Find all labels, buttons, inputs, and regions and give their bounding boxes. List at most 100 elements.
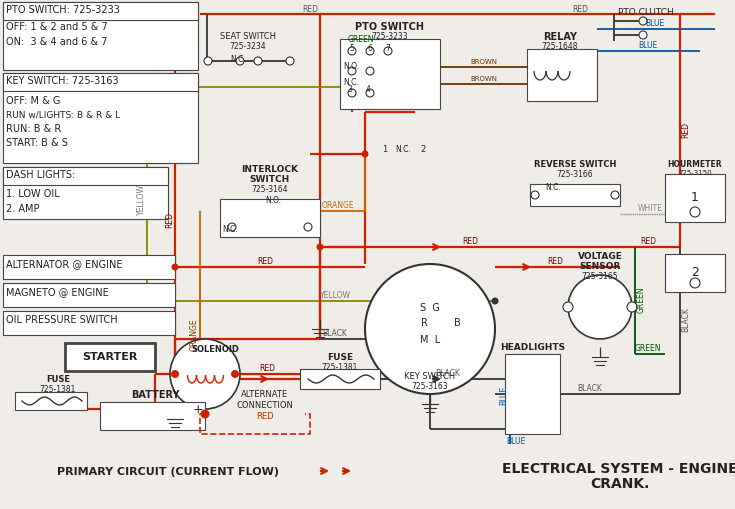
- Text: FUSE: FUSE: [46, 374, 70, 383]
- Text: INTERLOCK: INTERLOCK: [242, 165, 298, 174]
- Circle shape: [204, 58, 212, 66]
- Circle shape: [171, 370, 179, 378]
- Text: SEAT SWITCH: SEAT SWITCH: [220, 32, 276, 41]
- Text: ON:  3 & 4 and 6 & 7: ON: 3 & 4 and 6 & 7: [6, 37, 107, 47]
- Text: RED: RED: [165, 212, 174, 228]
- Text: YELLOW: YELLOW: [320, 291, 351, 300]
- Text: KEY SWITCH: 725-3163: KEY SWITCH: 725-3163: [6, 76, 118, 86]
- Circle shape: [228, 223, 236, 232]
- Circle shape: [236, 58, 244, 66]
- Bar: [340, 40, 440, 110]
- Bar: [3, 3, 198, 71]
- Text: 2: 2: [691, 266, 699, 279]
- Text: DASH LIGHTS:: DASH LIGHTS:: [6, 169, 75, 180]
- Text: RUN w/LIGHTS: B & R & L: RUN w/LIGHTS: B & R & L: [6, 110, 120, 119]
- Bar: [665, 175, 725, 222]
- Text: VOLTAGE: VOLTAGE: [578, 251, 623, 261]
- Circle shape: [317, 244, 323, 251]
- Text: 7: 7: [386, 44, 390, 53]
- Text: BLUE: BLUE: [639, 41, 658, 50]
- Text: 725-3234: 725-3234: [229, 42, 266, 51]
- Text: 2. AMP: 2. AMP: [6, 204, 40, 214]
- Circle shape: [348, 68, 356, 76]
- Circle shape: [366, 90, 374, 98]
- Circle shape: [384, 48, 392, 56]
- Bar: [100, 402, 205, 430]
- Bar: [665, 254, 725, 293]
- Text: N.C.: N.C.: [230, 55, 245, 64]
- Text: RED: RED: [547, 257, 563, 266]
- Circle shape: [690, 278, 700, 289]
- Text: 725-3163: 725-3163: [412, 381, 448, 390]
- Text: BLACK: BLACK: [578, 384, 603, 393]
- Text: FUSE: FUSE: [327, 352, 353, 361]
- Bar: [3, 167, 168, 186]
- Circle shape: [286, 58, 294, 66]
- Text: RED: RED: [257, 411, 274, 420]
- Text: RED: RED: [640, 237, 656, 246]
- Text: M  L: M L: [420, 334, 440, 344]
- Circle shape: [348, 90, 356, 98]
- Bar: [3, 312, 175, 335]
- Text: OFF: 1 & 2 and 5 & 7: OFF: 1 & 2 and 5 & 7: [6, 22, 108, 32]
- Text: SOLENOID: SOLENOID: [191, 344, 239, 353]
- Circle shape: [304, 223, 312, 232]
- Bar: [530, 185, 620, 207]
- Text: RED: RED: [257, 257, 273, 266]
- Text: ALTERNATE: ALTERNATE: [241, 389, 289, 398]
- Circle shape: [231, 370, 239, 378]
- Text: KEY SWITCH: KEY SWITCH: [404, 371, 456, 380]
- Text: RELAY: RELAY: [543, 32, 577, 42]
- Circle shape: [492, 298, 498, 305]
- Text: N.O.: N.O.: [265, 195, 281, 205]
- Text: RED: RED: [302, 6, 318, 14]
- Text: STARTER: STARTER: [82, 351, 137, 361]
- Circle shape: [568, 275, 632, 340]
- Text: ALTERNATOR @ ENGINE: ALTERNATOR @ ENGINE: [6, 259, 123, 268]
- Text: 6: 6: [368, 44, 373, 53]
- Text: PTO SWITCH: PTO SWITCH: [356, 22, 425, 32]
- Text: BROWN: BROWN: [470, 59, 498, 65]
- Text: RED: RED: [259, 364, 275, 373]
- Text: BLACK: BLACK: [681, 307, 690, 332]
- Circle shape: [366, 68, 374, 76]
- Text: 725-1381: 725-1381: [40, 384, 76, 393]
- Text: RED: RED: [462, 237, 478, 246]
- Text: HOURMETER: HOURMETER: [667, 160, 723, 168]
- Circle shape: [171, 264, 179, 271]
- Text: PTO SWITCH: 725-3233: PTO SWITCH: 725-3233: [6, 5, 120, 15]
- Text: BLACK: BLACK: [323, 329, 348, 338]
- Text: 725-3150: 725-3150: [678, 169, 711, 176]
- Circle shape: [627, 302, 637, 313]
- Text: 725-3166: 725-3166: [556, 169, 593, 179]
- Circle shape: [348, 48, 356, 56]
- Circle shape: [563, 302, 573, 313]
- Text: CONNECTION: CONNECTION: [237, 400, 293, 409]
- Text: ORANGE: ORANGE: [322, 201, 354, 210]
- Bar: [3, 284, 175, 307]
- Text: 725-1381: 725-1381: [322, 362, 358, 371]
- Circle shape: [254, 58, 262, 66]
- Text: BATTERY: BATTERY: [131, 389, 179, 399]
- Circle shape: [365, 265, 495, 394]
- Text: BLUE: BLUE: [500, 385, 509, 404]
- Text: START: B & S: START: B & S: [6, 138, 68, 148]
- Text: SENSOR: SENSOR: [579, 262, 620, 270]
- Circle shape: [362, 151, 368, 158]
- Text: REVERSE SWITCH: REVERSE SWITCH: [534, 160, 616, 168]
- Text: N.C.: N.C.: [545, 183, 561, 191]
- Text: PRIMARY CIRCUIT (CURRENT FLOW): PRIMARY CIRCUIT (CURRENT FLOW): [57, 466, 279, 476]
- Bar: [3, 167, 168, 219]
- Text: CRANK.: CRANK.: [590, 476, 650, 490]
- Text: OIL PRESSURE SWITCH: OIL PRESSURE SWITCH: [6, 315, 118, 324]
- Text: RED: RED: [681, 122, 690, 138]
- Text: 725-3233: 725-3233: [372, 32, 409, 41]
- Text: GREEN: GREEN: [635, 344, 662, 353]
- Bar: [527, 50, 597, 102]
- Text: 725-3164: 725-3164: [251, 185, 288, 193]
- Bar: [15, 392, 87, 410]
- Text: 5: 5: [350, 44, 354, 53]
- Bar: [220, 200, 320, 238]
- Circle shape: [531, 191, 539, 200]
- Text: GREEN: GREEN: [348, 35, 375, 44]
